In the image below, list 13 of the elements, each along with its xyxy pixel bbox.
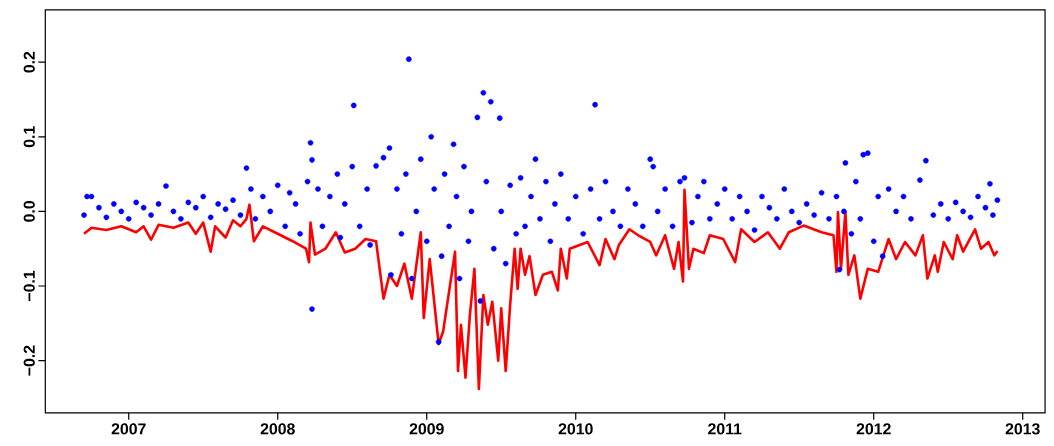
x-tick-label: 2012 <box>856 423 891 435</box>
y-tick-label: 0.2 <box>23 51 35 73</box>
y-tick-label: 0.1 <box>23 126 35 148</box>
x-tick-label: 2013 <box>1005 423 1040 435</box>
y-tick-label: −0.2 <box>23 345 35 376</box>
x-tick-label: 2008 <box>260 423 295 435</box>
x-tick-label: 2010 <box>558 423 593 435</box>
x-tick-label: 2009 <box>409 423 444 435</box>
x-tick-label: 2007 <box>111 423 146 435</box>
line-series <box>82 188 999 391</box>
y-tick-label: −0.1 <box>23 270 35 302</box>
x-tick-label: 2011 <box>708 423 742 435</box>
y-tick-label: 0.0 <box>23 201 35 222</box>
